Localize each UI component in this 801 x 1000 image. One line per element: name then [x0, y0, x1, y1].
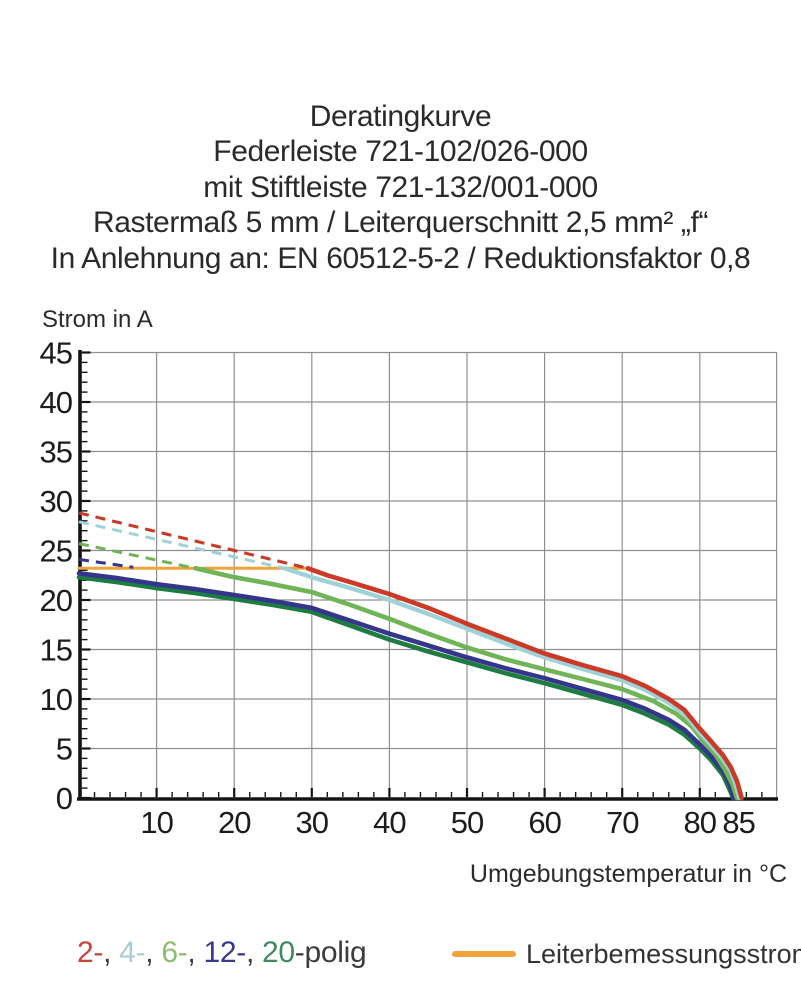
series-20-polig-solid [76, 574, 736, 801]
title-line-5: In Anlehnung an: EN 60512-5-2 / Reduktio… [50, 241, 751, 275]
title-line-4: Rastermaß 5 mm / Leiterquerschnitt 2,5 m… [92, 206, 709, 240]
y-tick-label: 10 [40, 682, 73, 717]
legend-pole-label: 12- [203, 936, 246, 969]
x-tick-label: 85 [722, 805, 754, 840]
title-line-1: Deratingkurve [309, 100, 492, 133]
legend-separator: , [145, 936, 162, 969]
y-tick-label: 0 [56, 781, 73, 816]
x-axis-title: Umgebungstemperatur in °C [469, 860, 787, 888]
grid [80, 351, 778, 798]
y-tick-label: 20 [40, 583, 73, 618]
series-6-polig-dashed [78, 542, 196, 570]
y-tick-label: 15 [40, 633, 72, 668]
y-tick-label: 35 [40, 435, 72, 470]
series-4-polig-dashed [78, 520, 285, 570]
title-line-2: Federleiste 721-102/026-000 [213, 135, 588, 169]
legend-pole-label: 20 [262, 936, 295, 969]
x-tick-label: 20 [218, 805, 251, 840]
legend-pole-label: 4- [119, 936, 146, 969]
legend-pole-counts: 2-, 4-, 6-, 12-, 20-polig [77, 936, 367, 970]
series-12-polig-solid [76, 571, 737, 801]
y-axis-title: Strom in A [42, 306, 153, 333]
title-line-3: mit Stiftleiste 721-132/001-000 [203, 170, 598, 204]
y-tick-label: 45 [40, 336, 72, 371]
rated-current-label: Leiterbemessungsstrom [526, 938, 801, 969]
series-2-polig-solid [305, 566, 744, 801]
chart-title-block: Deratingkurve Federleiste 721-102/026-00… [10, 99, 791, 276]
y-tick-label: 30 [40, 484, 73, 519]
y-tick-label: 40 [40, 385, 73, 420]
legend-rated-current: Leiterbemessungsstrom [452, 934, 801, 974]
x-tick-label: 70 [606, 805, 639, 840]
legend-pole-label: 6- [161, 936, 188, 969]
legend-separator: , [245, 936, 263, 969]
series-6-polig-solid [193, 566, 740, 801]
rated-current-line-swatch [452, 951, 516, 957]
y-tick-label: 5 [56, 732, 72, 767]
series-2-polig-dashed [78, 511, 309, 570]
legend-separator: , [187, 936, 204, 969]
legend-pole-suffix: -polig [294, 936, 367, 969]
legend-pole-label: 2- [77, 936, 104, 969]
legend-separator: , [103, 936, 120, 969]
x-tick-label: 10 [140, 805, 173, 840]
series-4-polig-solid [282, 566, 742, 801]
axes [77, 350, 778, 801]
x-tick-label: 30 [296, 805, 329, 840]
x-tick-label: 40 [373, 805, 406, 840]
tick-labels: 10 20 30 40 50 60 70 80 85 0 5 10 15 20 25 30 35 40 45 [40, 336, 756, 841]
series-12-polig-dashed [78, 557, 134, 569]
x-tick-label: 80 [684, 805, 717, 840]
x-tick-label: 60 [528, 805, 561, 840]
y-tick-label: 25 [40, 534, 72, 569]
x-tick-label: 50 [451, 805, 484, 840]
